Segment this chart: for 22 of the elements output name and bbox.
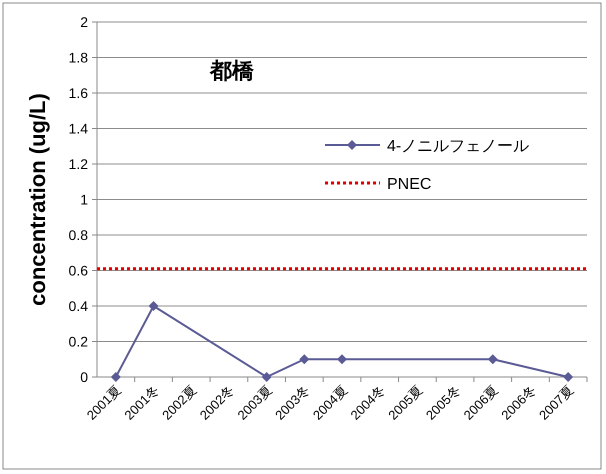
point <box>563 372 574 382</box>
point <box>262 372 272 382</box>
y-axis-title: concentration (ug/L) <box>25 93 50 306</box>
y-tick-label: 0.2 <box>68 334 88 350</box>
point <box>299 354 310 364</box>
legend-label: 4-ノニルフェノール <box>387 138 530 155</box>
y-tick-label: 2 <box>80 14 88 30</box>
point <box>488 354 498 364</box>
y-tick-label: 0.4 <box>68 298 88 314</box>
y-tick-label: 1 <box>80 192 88 208</box>
y-tick-label: 0.6 <box>68 262 88 278</box>
y-tick-label: 0 <box>80 369 88 385</box>
y-tick-label: 1.2 <box>68 156 88 172</box>
y-tick-label: 1.8 <box>68 50 88 66</box>
point <box>337 354 347 364</box>
y-tick-label: 0.8 <box>68 227 88 243</box>
legend-label: PNEC <box>387 176 432 193</box>
y-tick-label: 1.4 <box>68 120 88 136</box>
y-tick-label: 1.6 <box>68 85 88 101</box>
point <box>110 372 121 382</box>
point <box>148 301 159 311</box>
text: 都橋 <box>209 58 255 83</box>
